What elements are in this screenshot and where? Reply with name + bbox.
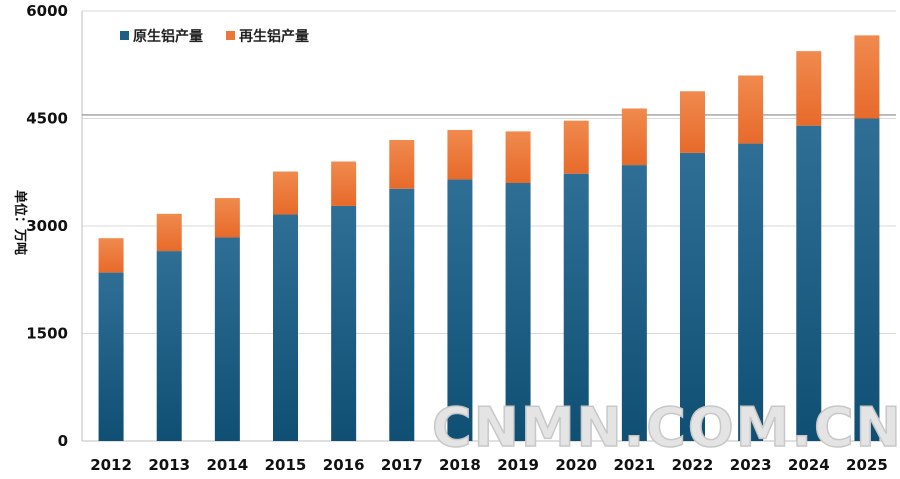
y-tick-label: 3000 bbox=[26, 217, 68, 235]
bar-recycled bbox=[563, 120, 589, 174]
bar-recycled bbox=[505, 131, 531, 183]
labels-layer: 0 1500 3000 4500 6000 2012 2013 2014 2015 2016 201… bbox=[26, 2, 888, 474]
y-tick-label: 6000 bbox=[26, 2, 68, 20]
x-tick-label: 2017 bbox=[381, 456, 423, 474]
bar-primary bbox=[447, 179, 473, 441]
bar-primary bbox=[505, 183, 531, 441]
x-tick-label: 2015 bbox=[265, 456, 307, 474]
legend-swatch-primary bbox=[120, 31, 129, 40]
y-tick-label: 4500 bbox=[26, 110, 68, 128]
bar-primary bbox=[854, 118, 880, 441]
bar-primary bbox=[214, 237, 240, 441]
y-tick-label: 0 bbox=[58, 432, 68, 450]
bar-recycled bbox=[796, 51, 822, 126]
x-tick-label: 2024 bbox=[788, 456, 830, 474]
x-tick-label: 2019 bbox=[497, 456, 539, 474]
x-tick-label: 2020 bbox=[555, 456, 597, 474]
bars-layer bbox=[98, 35, 880, 442]
bar-recycled bbox=[214, 198, 240, 238]
legend-swatch-recycled bbox=[226, 31, 235, 40]
x-tick-label: 2025 bbox=[846, 456, 888, 474]
x-tick-label: 2023 bbox=[730, 456, 772, 474]
legend-label-recycled: 再生铝产量 bbox=[239, 28, 309, 45]
bar-primary bbox=[680, 152, 705, 441]
x-tick-label: 2021 bbox=[613, 456, 655, 474]
bar-recycled bbox=[854, 35, 880, 119]
bar-primary bbox=[796, 125, 822, 442]
watermark-text: CNMN.COM.CN bbox=[432, 396, 900, 459]
bar-recycled bbox=[447, 129, 473, 180]
bar-recycled bbox=[98, 238, 124, 273]
bar-recycled bbox=[738, 75, 764, 144]
x-tick-label: 2014 bbox=[206, 456, 248, 474]
legend: 原生铝产量 再生铝产量 bbox=[120, 28, 309, 45]
bar-recycled bbox=[273, 171, 298, 215]
bar-recycled bbox=[331, 161, 357, 206]
bar-primary bbox=[389, 188, 415, 441]
bar-primary bbox=[156, 251, 182, 441]
bar-primary bbox=[98, 272, 124, 441]
bar-primary bbox=[738, 143, 764, 442]
bar-primary bbox=[273, 214, 298, 441]
bar-recycled bbox=[680, 91, 705, 153]
x-tick-label: 2018 bbox=[439, 456, 481, 474]
y-axis-label: 单位：万吨 bbox=[12, 190, 28, 255]
bar-recycled bbox=[389, 140, 415, 189]
y-tick-label: 1500 bbox=[26, 325, 68, 343]
bar-primary bbox=[563, 173, 589, 441]
bar-primary bbox=[331, 205, 357, 441]
legend-label-primary: 原生铝产量 bbox=[133, 28, 203, 45]
bar-recycled bbox=[156, 213, 182, 252]
x-tick-label: 2012 bbox=[90, 456, 132, 474]
x-tick-label: 2022 bbox=[672, 456, 714, 474]
x-tick-label: 2016 bbox=[323, 456, 365, 474]
bar-primary bbox=[621, 165, 647, 442]
grid-layer bbox=[81, 10, 896, 442]
x-tick-label: 2013 bbox=[148, 456, 190, 474]
bar-recycled bbox=[621, 108, 647, 166]
